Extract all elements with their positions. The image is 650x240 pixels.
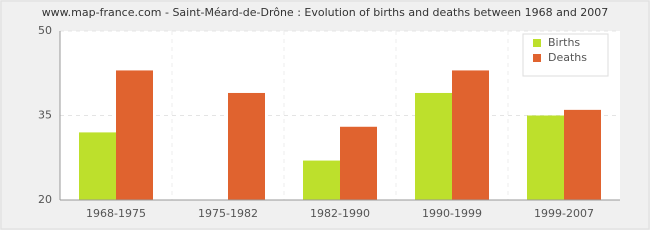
y-tick-label: 20 [38, 193, 52, 206]
chart: www.map-france.com - Saint-Méard-de-Drôn… [0, 0, 650, 230]
bar [415, 92, 452, 200]
bar [79, 132, 116, 200]
legend-swatch [533, 39, 541, 47]
bar [228, 92, 265, 200]
bar [527, 115, 564, 200]
x-tick-label: 1968-1975 [86, 207, 146, 220]
x-tick-label: 1982-1990 [310, 207, 370, 220]
y-tick-label: 35 [38, 109, 52, 122]
bar [564, 109, 601, 200]
x-tick-label: 1975-1982 [198, 207, 258, 220]
y-tick-label: 50 [38, 24, 52, 37]
bar [303, 160, 340, 200]
frame [0, 0, 650, 230]
bar [340, 126, 377, 200]
legend-label: Births [548, 36, 580, 49]
bar [116, 70, 153, 200]
legend-swatch [533, 54, 541, 62]
bar [452, 70, 489, 200]
legend-label: Deaths [548, 51, 587, 64]
x-tick-label: 1999-2007 [534, 207, 594, 220]
chart-title: www.map-france.com - Saint-Méard-de-Drôn… [42, 6, 609, 19]
x-tick-label: 1990-1999 [422, 207, 482, 220]
